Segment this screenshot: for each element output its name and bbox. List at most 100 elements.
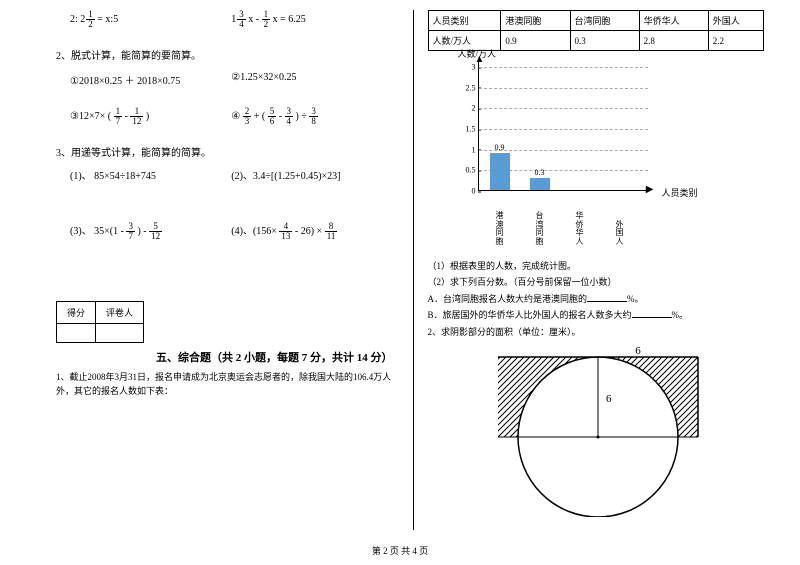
chart-xlabel: 人员类别: [661, 186, 697, 199]
data-table: 人员类别 港澳同胞 台湾同胞 华侨华人 外国人 人数/万人 0.9 0.3 2.…: [428, 10, 765, 51]
eq-1b: 134 x - 12 x = 6.25: [231, 10, 392, 29]
page-footer: 第 2 页 共 4 页: [0, 544, 800, 557]
x-category: 港澳同胞: [493, 212, 507, 247]
q2d-f1d: 3: [243, 117, 252, 126]
x-category: 外国人: [613, 221, 627, 247]
q2d-m1: + (: [254, 111, 268, 122]
q3c-pre: (3)、 35×(1 -: [70, 226, 126, 237]
ytick: 2: [448, 104, 476, 113]
section-5-title: 五、综合题（共 2 小题，每题 7 分，共计 14 分）: [156, 349, 393, 365]
equation-row-1: 2: 212 = x:5 134 x - 12 x = 6.25: [70, 10, 393, 29]
q3a: (1)、 85×54÷18+745: [70, 167, 231, 182]
left-column: 2: 212 = x:5 134 x - 12 x = 6.25 2、脱式计算，…: [50, 10, 414, 530]
q3c-f1d: 7: [126, 232, 135, 241]
q2c-f1d: 7: [114, 117, 123, 126]
right-column: 人员类别 港澳同胞 台湾同胞 华侨华人 外国人 人数/万人 0.9 0.3 2.…: [414, 10, 771, 530]
gridline: [479, 108, 648, 109]
q2c-post: ): [146, 111, 149, 122]
circle-figure: 6 6: [468, 347, 728, 517]
blank-b: [632, 308, 672, 318]
ytick: 2.5: [448, 83, 476, 92]
eq-1b-d2: 2: [262, 20, 271, 29]
q2d-f4d: 8: [309, 117, 318, 126]
q3d-pre: (4)、(156×: [231, 226, 279, 237]
q2d-m3: ) ÷: [296, 111, 310, 122]
ytick: 1.5: [448, 125, 476, 134]
ytick: 1: [448, 145, 476, 154]
q2c: ③12×7× ( 17 - 112 ): [70, 107, 231, 126]
q3d-m1: - 26) ×: [295, 226, 325, 237]
score-label: 得分: [57, 302, 96, 324]
q2d: ④ 23 + ( 56 - 34 ) ÷ 38: [231, 107, 392, 126]
qB-post: %。: [672, 310, 689, 320]
ytick: 0: [448, 187, 476, 196]
eq-1b-d1: 4: [237, 20, 246, 29]
eq-1a-d: 2: [86, 20, 95, 29]
th-2: 台湾同胞: [570, 11, 639, 31]
q3d: (4)、(156× 413 - 26) × 811: [231, 222, 392, 241]
th-0: 人员类别: [428, 11, 501, 31]
y-arrow-icon: ▲: [475, 54, 485, 65]
q3-title: 3、用递等式计算，能简算的简算。: [56, 144, 393, 159]
eq-1b-w1: 1: [231, 14, 236, 25]
th-3: 华侨华人: [639, 11, 708, 31]
x-category: 华侨华人: [573, 212, 587, 247]
eq-1a-tail: = x:5: [97, 14, 118, 25]
eq-1a-whole: 2: [80, 14, 85, 25]
score-table: 得分 评卷人: [56, 301, 144, 343]
bar: [490, 153, 510, 190]
fig-label-r: 6: [606, 393, 612, 405]
eq-1a-pre: 2:: [70, 14, 78, 25]
problem-1-text: 1、截止2008年3月31日，报名申请成为北京奥运会志愿者的，除我国大陆的106…: [56, 371, 393, 398]
grader-label: 评卷人: [96, 302, 144, 324]
blank-a: [587, 292, 627, 302]
ytick: 0.5: [448, 166, 476, 175]
x-axis: [478, 190, 648, 191]
grader-cell: [96, 324, 144, 343]
q3d-f1d: 13: [279, 232, 292, 241]
q-chart-2: （2）求下列百分数。（百分号前保留一位小数）: [428, 275, 765, 289]
q2b: ②1.25×32×0.25: [231, 72, 392, 87]
bar-value-label: 0.3: [528, 168, 552, 177]
qA-pre: A．台湾同胞报名人数大约是港澳同胞的: [428, 294, 588, 304]
q2d-f3d: 4: [285, 117, 294, 126]
bar-value-label: 0.9: [488, 143, 512, 152]
eq-1b-mid: x -: [248, 14, 261, 25]
q3d-f2d: 11: [325, 232, 338, 241]
fig-label-top: 6: [635, 347, 641, 357]
q2-area: 2、求阴影部分的面积（单位：厘米）。: [428, 325, 765, 339]
q3b: (2)、3.4÷[(1.25+0.45)×23]: [231, 167, 392, 182]
td-2: 2.8: [639, 31, 708, 51]
q3c-m1: ) -: [137, 226, 149, 237]
q-chart-1: （1）根据表里的人数，完成统计图。: [428, 259, 765, 273]
circle-svg: 6 6: [468, 347, 728, 517]
q-chart-a: A．台湾同胞报名人数大约是港澳同胞的 %。: [428, 292, 765, 306]
q-chart-b: B．旅居国外的华侨华人比外国人的报名人数多大约 %。: [428, 308, 765, 322]
q2c-pre: ③12×7× (: [70, 111, 114, 122]
q2d-pre: ④: [231, 111, 240, 122]
q3c-f2d: 12: [149, 232, 162, 241]
th-1: 港澳同胞: [501, 11, 570, 31]
td-1: 0.3: [570, 31, 639, 51]
q3c: (3)、 35×(1 - 37 ) - 512: [70, 222, 231, 241]
gridline: [479, 88, 648, 89]
bar-chart: 人数/万人 人员类别 ▲ ▶ 00.511.522.530.9港澳同胞0.3台湾…: [448, 59, 668, 209]
bar: [530, 178, 550, 190]
qB-pre: B．旅居国外的华侨华人比外国人的报名人数多大约: [428, 310, 632, 320]
gridline: [479, 67, 648, 68]
qA-post: %。: [627, 294, 644, 304]
chart-questions: （1）根据表里的人数，完成统计图。 （2）求下列百分数。（百分号前保留一位小数）…: [428, 259, 765, 339]
q2a: ①2018×0.25 ＋ 2018×0.75: [70, 72, 231, 87]
x-category: 台湾同胞: [533, 212, 547, 247]
th-4: 外国人: [708, 11, 763, 31]
eq-1a: 2: 212 = x:5: [70, 10, 231, 29]
score-cell: [57, 324, 96, 343]
eq-1b-tail: x = 6.25: [273, 14, 306, 25]
q2-title: 2、脱式计算，能简算的要简算。: [56, 47, 393, 62]
q2c-f2d: 12: [130, 117, 143, 126]
td-3: 2.2: [708, 31, 763, 51]
table-header-row: 人员类别 港澳同胞 台湾同胞 华侨华人 外国人: [428, 11, 764, 31]
td-0: 0.9: [501, 31, 570, 51]
q2d-f2d: 6: [268, 117, 277, 126]
gridline: [479, 129, 648, 130]
